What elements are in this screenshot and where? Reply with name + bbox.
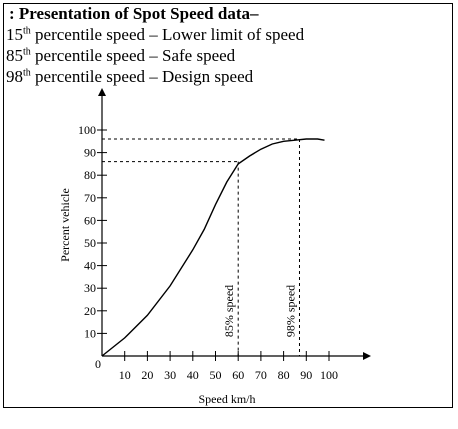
definition-text: percentile speed – Design speed	[30, 67, 254, 86]
definition-line-85th: 85th percentile speed – Safe speed	[6, 46, 235, 66]
x-tick-label: 30	[164, 368, 176, 382]
x-ticks: 10 20 30 40 50 60 70 80 90 100	[119, 351, 338, 382]
x-tick-label: 40	[187, 368, 199, 382]
definition-number: 15	[6, 25, 23, 44]
cumulative-speed-curve	[101, 138, 325, 357]
y-tick-label: 50	[84, 236, 96, 250]
annotation-label: 85% speed	[222, 285, 236, 337]
definition-number: 85	[6, 46, 23, 65]
y-tick-label: 40	[84, 259, 96, 273]
annotation-label: 98% speed	[283, 285, 297, 337]
annotations: 85% speed 98% speed	[222, 285, 297, 337]
y-ticks: 10 20 30 40 50 60 70 80 90 100	[78, 123, 107, 340]
guide-lines	[102, 138, 300, 356]
figure-frame	[3, 3, 453, 408]
definition-suffix: th	[23, 25, 31, 37]
x-tick-label: 60	[232, 368, 244, 382]
x-tick-label: 20	[141, 368, 153, 382]
y-tick-label: 10	[84, 326, 96, 340]
definition-text: percentile speed – Lower limit of speed	[30, 25, 305, 44]
y-tick-label: 100	[78, 123, 96, 137]
definition-suffix: th	[23, 46, 31, 58]
x-tick-label: 50	[210, 368, 222, 382]
definition-line-98th: 98th percentile speed – Design speed	[6, 67, 253, 87]
definition-number: 98	[6, 67, 23, 86]
x-tick-label: 100	[320, 368, 338, 382]
y-tick-label: 30	[84, 281, 96, 295]
page-title: : Presentation of Spot Speed data–	[9, 4, 259, 23]
y-axis-label: Percent vehicle	[58, 188, 72, 262]
y-tick-label: 60	[84, 213, 96, 227]
y-tick-label: 80	[84, 168, 96, 182]
y-axis-arrow	[98, 88, 106, 96]
definition-line-15th: 15th percentile speed – Lower limit of s…	[6, 25, 304, 45]
x-axis-arrow	[363, 352, 371, 360]
definition-text: percentile speed – Safe speed	[30, 46, 236, 65]
x-tick-label: 80	[278, 368, 290, 382]
x-tick-label: 10	[119, 368, 131, 382]
y-tick-label: 20	[84, 304, 96, 318]
x-axis-label: Speed km/h	[199, 392, 256, 406]
y-tick-label: 90	[84, 146, 96, 160]
x-tick-label: 90	[300, 368, 312, 382]
definition-suffix: th	[23, 67, 31, 79]
y-tick-label: 70	[84, 191, 96, 205]
x-tick-label: 70	[255, 368, 267, 382]
origin-label: 0	[95, 357, 101, 371]
